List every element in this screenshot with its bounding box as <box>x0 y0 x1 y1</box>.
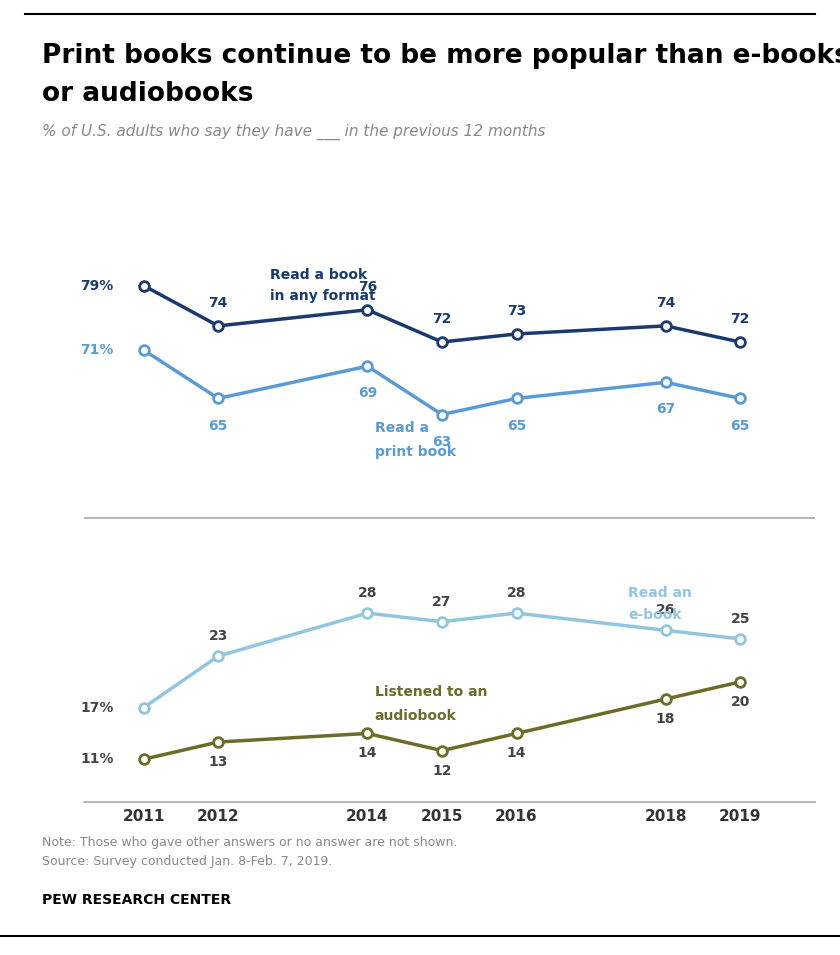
Text: 25: 25 <box>731 612 750 626</box>
Text: Source: Survey conducted Jan. 8-Feb. 7, 2019.: Source: Survey conducted Jan. 8-Feb. 7, … <box>42 855 333 868</box>
Text: 28: 28 <box>358 586 377 601</box>
Text: 18: 18 <box>656 712 675 726</box>
Text: Read a: Read a <box>375 420 429 435</box>
Text: or audiobooks: or audiobooks <box>42 81 254 107</box>
Text: 27: 27 <box>433 595 452 609</box>
Text: Read an: Read an <box>628 586 692 601</box>
Text: 74: 74 <box>208 296 228 309</box>
Text: 14: 14 <box>507 747 527 760</box>
Text: PEW RESEARCH CENTER: PEW RESEARCH CENTER <box>42 893 231 907</box>
Text: in any format: in any format <box>270 289 376 304</box>
Text: 71%: 71% <box>81 343 114 357</box>
Text: 20: 20 <box>731 695 750 709</box>
Text: 12: 12 <box>433 764 452 777</box>
Text: 72: 72 <box>731 312 750 326</box>
Text: 11%: 11% <box>81 753 114 766</box>
Text: Note: Those who gave other answers or no answer are not shown.: Note: Those who gave other answers or no… <box>42 836 457 849</box>
Text: 63: 63 <box>433 435 452 449</box>
Text: 74: 74 <box>656 296 675 309</box>
Text: 67: 67 <box>656 402 675 416</box>
Text: 65: 65 <box>731 418 750 433</box>
Text: 65: 65 <box>208 418 228 433</box>
Text: print book: print book <box>375 445 456 458</box>
Text: 17%: 17% <box>81 701 114 714</box>
Text: % of U.S. adults who say they have ___ in the previous 12 months: % of U.S. adults who say they have ___ i… <box>42 124 545 140</box>
Text: 13: 13 <box>208 754 228 769</box>
Text: 76: 76 <box>358 280 377 294</box>
Text: Listened to an: Listened to an <box>375 685 487 699</box>
Text: 65: 65 <box>507 418 526 433</box>
Text: 28: 28 <box>507 586 527 601</box>
Text: e-book: e-book <box>628 607 682 622</box>
Text: Read a book: Read a book <box>270 267 368 282</box>
Text: 69: 69 <box>358 387 377 400</box>
Text: audiobook: audiobook <box>375 710 457 723</box>
Text: Print books continue to be more popular than e-books: Print books continue to be more popular … <box>42 43 840 69</box>
Text: 23: 23 <box>208 629 228 644</box>
Text: 73: 73 <box>507 304 526 318</box>
Text: 14: 14 <box>358 747 377 760</box>
Text: 79%: 79% <box>81 279 114 292</box>
Text: 72: 72 <box>433 312 452 326</box>
Text: 26: 26 <box>656 604 675 617</box>
